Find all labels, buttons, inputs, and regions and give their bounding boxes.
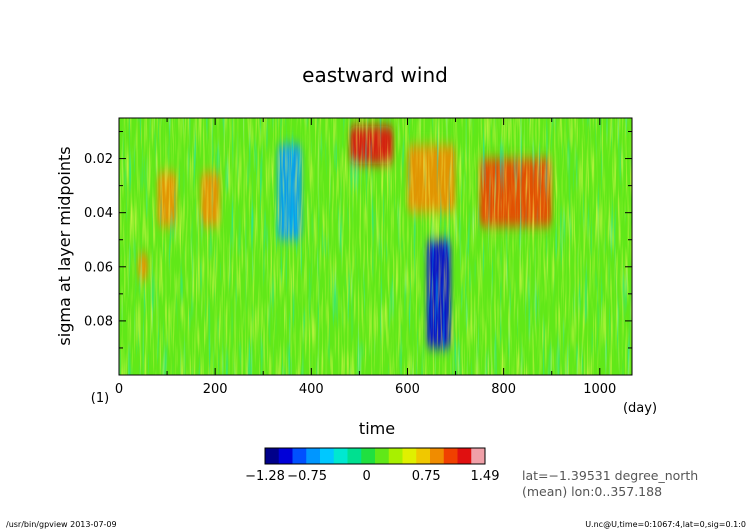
colorbar-swatch	[265, 448, 280, 464]
x-tick-label: 0	[115, 382, 123, 397]
footer-right: U.nc@U,time=0:1067:4,lat=0,sig=0.1:0	[585, 520, 746, 529]
colorbar-swatch	[388, 448, 403, 464]
colorbar-swatch	[278, 448, 293, 464]
colorbar-frame	[264, 447, 486, 465]
chart-title: eastward wind	[302, 63, 448, 87]
colorbar-swatch	[402, 448, 417, 464]
colorbar-tick-label: 0	[363, 469, 371, 484]
colorbar-swatch	[361, 448, 376, 464]
footer-left: /usr/bin/gpview 2013-07-09	[6, 520, 117, 529]
colorbar-tick-label: 0.75	[412, 469, 441, 484]
colorbar-swatch	[471, 448, 486, 464]
x-axis-label: time	[359, 419, 395, 438]
x-tick-label: 1000	[583, 382, 616, 397]
y-tick-label: 0.06	[84, 260, 113, 275]
colorbar-swatch	[457, 448, 472, 464]
colorbar-swatch	[375, 448, 390, 464]
x-tick-label: 800	[491, 382, 516, 397]
colorbar-swatch	[416, 448, 431, 464]
colorbar-swatch	[320, 448, 335, 464]
y-tick-label: 0.02	[84, 152, 113, 167]
annotation-lon: (mean) lon:0..357.188	[522, 484, 662, 499]
colorbar: −1.28 −0.75 0 0.75 1.49	[245, 447, 500, 484]
y-tick-label: 0.04	[84, 206, 113, 221]
colorbar-swatch	[430, 448, 445, 464]
y-axis-unit: (1)	[91, 391, 109, 406]
plot-area	[119, 118, 632, 375]
plot-frame	[118, 117, 633, 376]
x-tick-label: 600	[395, 382, 420, 397]
colorbar-tick-label: 1.49	[471, 469, 500, 484]
colorbar-swatch	[333, 448, 348, 464]
colorbar-tick-label: −0.75	[287, 469, 327, 484]
colorbar-swatch	[443, 448, 458, 464]
y-axis-label: sigma at layer midpoints	[55, 146, 74, 345]
colorbar-tick-label: −1.28	[245, 469, 285, 484]
y-axis: 0.02 0.04 0.06 0.08	[84, 131, 632, 349]
x-axis-unit: (day)	[623, 401, 657, 416]
colorbar-swatch	[292, 448, 307, 464]
x-axis: 0 200 400 600 800 1000	[115, 118, 616, 397]
y-tick-label: 0.08	[84, 314, 113, 329]
x-tick-label: 200	[203, 382, 228, 397]
colorbar-swatch	[306, 448, 321, 464]
x-tick-label: 400	[299, 382, 324, 397]
annotation-lat: lat=−1.39531 degree_north	[522, 468, 698, 483]
colorbar-swatch	[347, 448, 362, 464]
